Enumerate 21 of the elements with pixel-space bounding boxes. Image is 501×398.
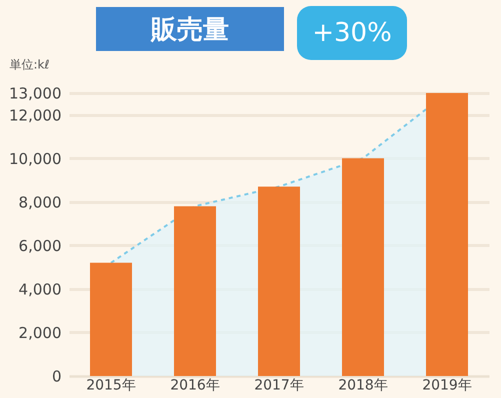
x-tick-label: 2019年 [422, 378, 472, 394]
x-tick-label: 2018年 [338, 378, 388, 394]
bar [258, 186, 300, 376]
y-tick-label: 0 [52, 368, 62, 386]
y-tick-label: 4,000 [18, 280, 62, 298]
x-tick-label: 2016年 [170, 378, 220, 394]
y-axis-title: 単位:kℓ [10, 58, 50, 72]
text: +30% [297, 6, 407, 60]
x-tick-label: 2017年 [254, 378, 304, 394]
bar [174, 206, 216, 376]
chart-title: 販売量 [96, 7, 284, 51]
bar [90, 262, 132, 376]
bar [426, 93, 468, 376]
y-tick-label: 12,000 [9, 106, 62, 124]
x-tick-label: 2015年 [86, 378, 136, 394]
y-tick-label: 2,000 [18, 324, 62, 342]
y-tick-label: 6,000 [18, 236, 62, 255]
y-tick-label: 8,000 [18, 193, 62, 212]
bar [342, 158, 384, 376]
y-tick-label: 13,000 [9, 84, 62, 102]
y-tick-label: 10,000 [9, 150, 62, 168]
